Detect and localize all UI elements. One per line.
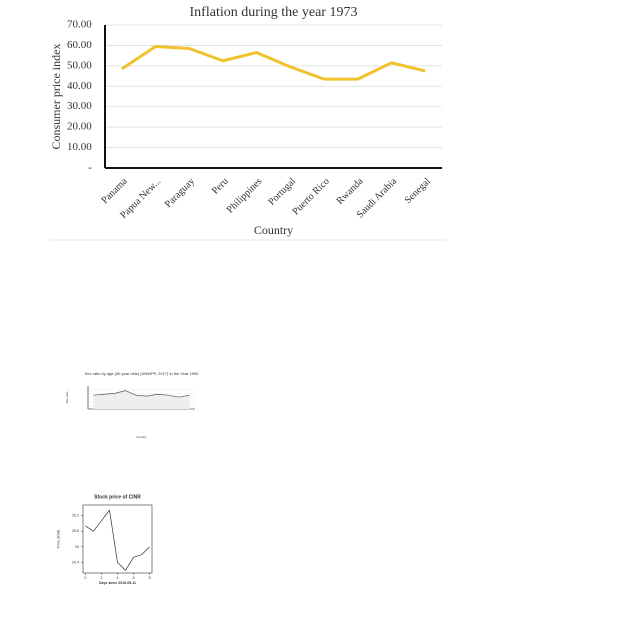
chart-title: Inflation during the year 1973	[190, 5, 358, 20]
x-tick-label: Rwanda	[335, 176, 366, 207]
x-tick-label: 2	[100, 576, 102, 580]
x-tick-label: Senegal	[403, 176, 433, 206]
x-tick-label: 0	[84, 576, 86, 580]
y-tick-label: 70.00	[67, 19, 92, 31]
x-axis-label: Country	[254, 223, 293, 237]
x-axis-label: Days since 2016-05-11	[99, 581, 136, 585]
y-tick-label: 24.4	[72, 560, 79, 564]
x-tick-label: Puerto Rico	[290, 176, 331, 217]
y-tick-label: 25.6	[72, 529, 79, 533]
x-tick-label: 6	[133, 576, 135, 580]
chart-title: Stock price of CINR	[94, 494, 141, 500]
y-tick-label: -	[88, 162, 92, 174]
chart-title: Sex ratio by age (50 year olds) (UNWPP, …	[85, 371, 200, 376]
y-axis-label: Consumer price index	[49, 44, 63, 150]
x-axis-label: Country	[136, 435, 147, 439]
y-tick-label: 10.00	[67, 141, 92, 153]
series-line	[93, 390, 190, 398]
x-tick-label: Panama	[99, 176, 130, 207]
y-tick-label: 26.2	[72, 513, 79, 517]
y-tick-label: 20.00	[67, 121, 92, 133]
plot-frame	[82, 504, 153, 574]
y-tick-label: 40.00	[67, 80, 92, 92]
y-tick-label: 25	[75, 545, 79, 549]
y-axis-label: Price (USD)	[56, 530, 60, 549]
series-line	[121, 44, 426, 81]
x-tick-label: 8	[149, 576, 151, 580]
x-tick-label: Paraguay	[163, 176, 197, 210]
area	[93, 390, 190, 409]
y-tick-label: 50.00	[67, 59, 92, 71]
y-axis-label: Sex ratio	[65, 391, 69, 403]
y-tick-label: 30.00	[67, 100, 92, 112]
x-tick-label: Peru	[210, 176, 231, 197]
x-tick-label: 4	[117, 576, 119, 580]
x-tick-label: Portugal	[266, 176, 298, 208]
series-line	[85, 509, 150, 571]
y-tick-label: 60.00	[67, 39, 92, 51]
x-tick-label: Philippines	[225, 176, 265, 216]
